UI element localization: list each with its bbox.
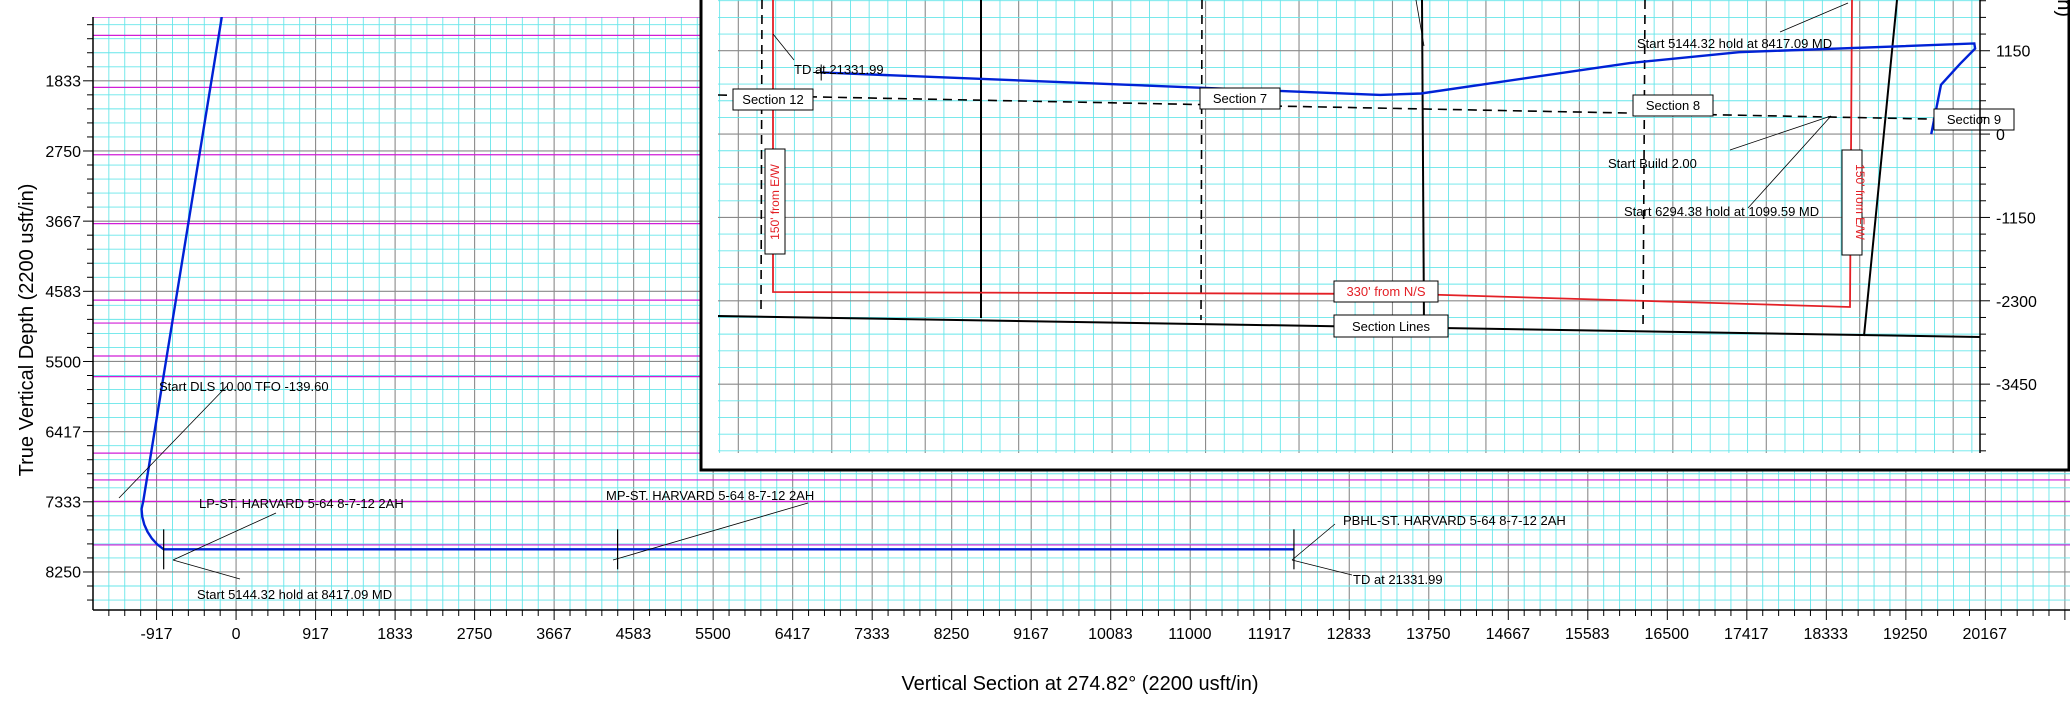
plan-y-tick-label: -3450 xyxy=(1996,377,2037,394)
x-axis-title: Vertical Section at 274.82° (2200 usft/i… xyxy=(901,673,1258,695)
svg-text:Section 9: Section 9 xyxy=(1947,112,2001,127)
x-axis-ticks: -917 0 917 1833 2750 3667 4583 5500 6417 7333 8250… xyxy=(108,610,2066,643)
x-tick-label: 5500 xyxy=(695,626,731,643)
x-tick-label: 11917 xyxy=(1248,626,1291,643)
start-hold-annotation: Start 5144.32 hold at 8417.09 MD xyxy=(197,587,392,602)
svg-text:150' from E/W: 150' from E/W xyxy=(768,164,782,240)
section-label-9: Section 9 xyxy=(1933,108,2015,131)
plan-wellbore-path xyxy=(813,42,1977,135)
plan-y-axis-title: South(-)/North(+) (2300 usft/in) xyxy=(2053,0,2070,17)
x-tick-label: 15583 xyxy=(1565,626,1610,643)
plan-td-annotation: TD at 21331.99 xyxy=(794,62,884,77)
setback-label-west: 150' from E/W xyxy=(764,148,786,255)
wellbore-path xyxy=(140,17,1295,570)
x-tick-label: 13750 xyxy=(1406,626,1451,643)
td-annotation: TD at 21331.99 xyxy=(1353,572,1443,587)
plan-y-tick-label: 1150 xyxy=(1996,44,2031,61)
y-tick-label: 5500 xyxy=(45,354,81,371)
x-tick-label: 19250 xyxy=(1883,626,1928,643)
lp-annotation: LP-ST. HARVARD 5-64 8-7-12 2AH xyxy=(199,496,404,511)
wellbore-line xyxy=(140,17,1294,551)
section-label-7: Section 7 xyxy=(1199,87,1281,110)
x-tick-label: 17417 xyxy=(1724,626,1769,643)
y-tick-label: 4583 xyxy=(45,284,81,301)
setback-label-south: 330' from N/S xyxy=(1333,280,1439,303)
svg-text:Section 12: Section 12 xyxy=(742,92,803,107)
half-section-line xyxy=(1200,0,1203,321)
svg-text:Section 7: Section 7 xyxy=(1213,91,1267,106)
mp-annotation: MP-ST. HARVARD 5-64 8-7-12 2AH xyxy=(606,488,814,503)
setback-label-east: 150' from E/W xyxy=(1841,149,1867,256)
half-section-line xyxy=(718,94,1980,121)
section-line-vertical xyxy=(1863,0,1898,337)
half-section-line xyxy=(1642,0,1646,331)
plan-start-hold-annotation: Start 5144.32 hold at 8417.09 MD xyxy=(1637,36,1832,51)
y-tick-label: 7333 xyxy=(45,495,81,512)
x-tick-label: 14667 xyxy=(1486,626,1531,643)
x-tick-label: 8250 xyxy=(934,626,970,643)
section-label-8: Section 8 xyxy=(1632,94,1714,117)
plan-y-tick-label: 0 xyxy=(1996,127,2005,144)
x-tick-label: 12833 xyxy=(1327,626,1372,643)
plan-grid xyxy=(718,0,1980,453)
x-tick-label: 20167 xyxy=(1963,626,2008,643)
y-axis-ticks: 1833 2750 3667 4583 5500 6417 7333 8250 xyxy=(45,24,93,601)
svg-text:Section 8: Section 8 xyxy=(1646,98,1700,113)
pbhl-annotation: PBHL-ST. HARVARD 5-64 8-7-12 2AH xyxy=(1343,513,1566,528)
plan-annotation-leaders xyxy=(772,0,1849,209)
plan-start-build-annotation: Start Build 2.00 xyxy=(1608,156,1697,171)
section-lines-label: Section Lines xyxy=(1333,314,1449,338)
y-tick-label: 1833 xyxy=(45,74,81,91)
plan-y-tick-label: -1150 xyxy=(1996,210,2036,227)
y-tick-label: 8250 xyxy=(45,565,81,582)
x-tick-label: -917 xyxy=(141,626,173,643)
x-tick-label: 10083 xyxy=(1088,626,1133,643)
x-tick-label: 917 xyxy=(302,626,329,643)
svg-text:150' from E/W: 150' from E/W xyxy=(1853,164,1867,240)
y-tick-label: 3667 xyxy=(45,214,81,231)
plan-y-axis-ticks: 1150 0 -1150 -2300 -3450 xyxy=(1980,0,2037,452)
start-dls-annotation: Start DLS 10.00 TFO -139.60 xyxy=(159,379,329,394)
section-line-vertical xyxy=(1421,0,1425,327)
svg-text:330' from N/S: 330' from N/S xyxy=(1346,284,1425,299)
y-tick-label: 2750 xyxy=(45,144,81,161)
x-tick-label: 7333 xyxy=(854,626,890,643)
x-tick-label: 2750 xyxy=(457,626,493,643)
annotation-leaders xyxy=(118,385,1353,580)
x-tick-label: 3667 xyxy=(536,626,572,643)
x-tick-label: 6417 xyxy=(775,626,811,643)
x-tick-label: 4583 xyxy=(616,626,652,643)
x-tick-label: 16500 xyxy=(1645,626,1690,643)
x-tick-label: 18333 xyxy=(1803,626,1848,643)
plan-view-frame xyxy=(699,0,2070,472)
plan-y-tick-label: -2300 xyxy=(1996,294,2037,311)
y-axis-title: True Vertical Depth (2200 usft/in) xyxy=(16,184,38,477)
y-tick-label: 6417 xyxy=(45,424,81,441)
svg-text:Section Lines: Section Lines xyxy=(1352,319,1431,334)
section-label-12: Section 12 xyxy=(732,88,814,111)
x-tick-label: 9167 xyxy=(1013,626,1049,643)
plan-wellbore-line xyxy=(821,42,1977,135)
x-tick-label: 1833 xyxy=(377,626,413,643)
half-section-line xyxy=(760,0,763,314)
x-tick-label: 0 xyxy=(232,626,241,643)
plan-start-hold2-annotation: Start 6294.38 hold at 1099.59 MD xyxy=(1624,204,1819,219)
x-tick-label: 11000 xyxy=(1168,626,1211,643)
